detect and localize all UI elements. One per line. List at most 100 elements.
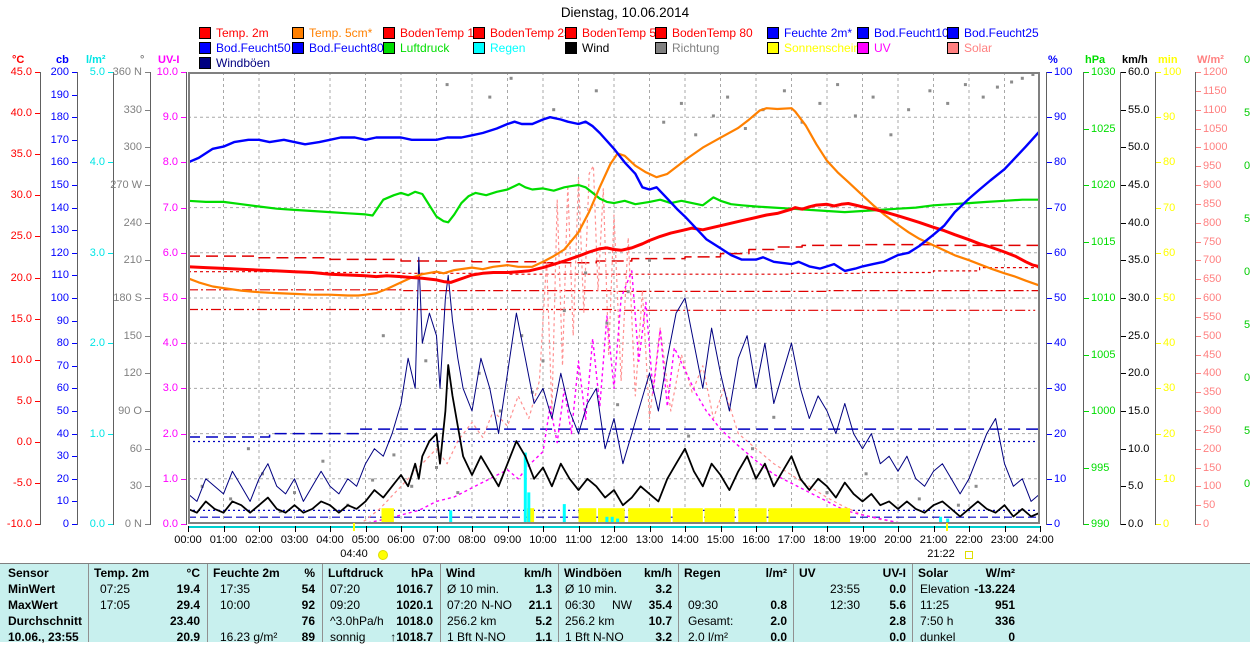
axis-tick-label: 4.0 [162, 337, 178, 350]
axis-tick [1121, 222, 1126, 224]
table-header-unit: W/m² [985, 566, 1015, 580]
series-sonnenschein [381, 508, 394, 524]
axis-tick [145, 448, 150, 450]
legend-item-uv: UV [857, 41, 891, 55]
series-temp-5cm [188, 107, 1040, 297]
legend-item-bod-feucht25: Bod.Feucht25 [947, 26, 1039, 40]
chart-plot-area[interactable] [188, 72, 1040, 524]
table-cell-value: 23.40 [169, 614, 200, 628]
series-regen [946, 518, 950, 524]
series-richtung [584, 271, 588, 275]
bodentemp-10-swatch-icon [383, 27, 395, 39]
series-richtung [488, 95, 492, 99]
temp-5cm-swatch-icon [292, 27, 304, 39]
legend-label: Regen [490, 41, 526, 55]
x-axis-tick [401, 526, 402, 532]
table-cell-value: 5.2 [535, 614, 552, 628]
axis-tick-label: 40 [1054, 337, 1067, 350]
axis-tick-label: 180 S [113, 292, 142, 304]
legend-item-windb-en: Windböen [199, 56, 270, 70]
axis-tick-label: 240 [123, 216, 142, 229]
table-header-windb-en: Windböen [564, 566, 622, 580]
axis-tick-label: 20 [1054, 427, 1067, 440]
axis-tick [72, 298, 77, 299]
sonnenschein-swatch-icon [767, 42, 779, 54]
series-richtung [605, 321, 609, 325]
axis-tick [35, 359, 40, 361]
axis-tick-label: 40.0 [10, 107, 32, 120]
series-richtung [782, 89, 786, 93]
table-header-sensor: Sensor [8, 566, 49, 580]
axis-tick [1196, 316, 1201, 318]
series-richtung [509, 76, 513, 80]
table-header-unit: km/h [523, 566, 552, 580]
table-cell-text: 10:00 [220, 598, 251, 612]
axis-tick [145, 486, 150, 488]
axis-tick-label: 330 [123, 103, 142, 116]
x-axis-label: 23:00 [990, 534, 1019, 546]
windb-en-swatch-icon [199, 57, 211, 69]
axis-tick-label: 15.0 [1128, 405, 1150, 417]
axis-tick-label: 500 [1203, 329, 1222, 342]
table-column-separator [912, 564, 913, 642]
table-header-unit: UV-I [882, 566, 906, 580]
axis-tick-label: 1150 [1203, 84, 1227, 97]
axis-tick-label: 150 [1203, 461, 1222, 474]
sunset-time: 21:22 [927, 548, 955, 560]
table-cell-value: 1018.0 [396, 614, 433, 628]
table-cell-value: 336 [994, 614, 1015, 628]
x-axis-tick [898, 526, 899, 532]
axis-tick [108, 433, 113, 435]
axis-tick-label: 20.0 [1128, 367, 1150, 380]
axis-tick-label: 15.0 [10, 312, 32, 325]
axis-tick-label: 2.0 [162, 427, 178, 440]
axis-tick [1047, 298, 1052, 299]
axis-tick [181, 388, 186, 390]
x-axis-tick [1004, 526, 1006, 532]
axis-tick-label: 170 [50, 133, 69, 146]
table-cell-value: 2.8 [889, 614, 906, 628]
axis-tick [1196, 298, 1201, 299]
table-cell-value: 0.0 [889, 582, 906, 596]
x-axis-tick [969, 526, 970, 532]
series-richtung [694, 133, 698, 137]
axis-tick-label: 50 [56, 405, 69, 417]
x-axis-tick [827, 526, 828, 532]
axis-tick-label: 950 [1203, 160, 1222, 173]
axis-tick-label: 1010 [1091, 292, 1116, 304]
axis-tick-label: 90 [56, 314, 69, 327]
axis-tick [72, 94, 77, 96]
bod-feucht80-swatch-icon [292, 42, 304, 54]
axis-tick [1196, 222, 1201, 224]
axis-tick-label: 10.0 [1128, 442, 1150, 455]
clipped-axis-label: 5 [1244, 213, 1250, 225]
table-cell-value: 89 [301, 630, 315, 644]
series-solar [358, 165, 913, 524]
series-richtung [864, 472, 868, 476]
axis-tick-label: 30.0 [10, 189, 32, 202]
table-column-separator [440, 564, 441, 642]
table-cell-text: 1 Bft N-NO [565, 630, 624, 644]
table-header-uv: UV [799, 566, 816, 580]
axis-tick-label: 150 [123, 329, 142, 342]
axis-tick [145, 109, 150, 111]
axis-line [150, 72, 151, 525]
axis-tick [72, 343, 77, 345]
sunset-sun-icon [965, 551, 973, 559]
axis-tick-label: 30 [1054, 382, 1067, 395]
series-richtung [520, 334, 524, 338]
axis-tick-label: 60 [1054, 246, 1067, 259]
table-cell-value: 35.4 [648, 598, 672, 612]
axis-tick-label: 7.0 [162, 201, 178, 214]
axis-tick-label: 210 [123, 254, 142, 267]
legend-label: Richtung [672, 41, 720, 55]
x-axis-tick [543, 526, 544, 532]
axis-tick-label: 300 [1203, 405, 1222, 417]
axis-tick-label: 30 [129, 480, 142, 493]
sunset-axis-mark [945, 523, 948, 531]
table-cell-value: 0 [1008, 630, 1015, 644]
series-richtung [445, 83, 449, 87]
axis-tick [181, 117, 186, 119]
series-richtung [278, 509, 282, 513]
series-richtung [995, 85, 999, 89]
